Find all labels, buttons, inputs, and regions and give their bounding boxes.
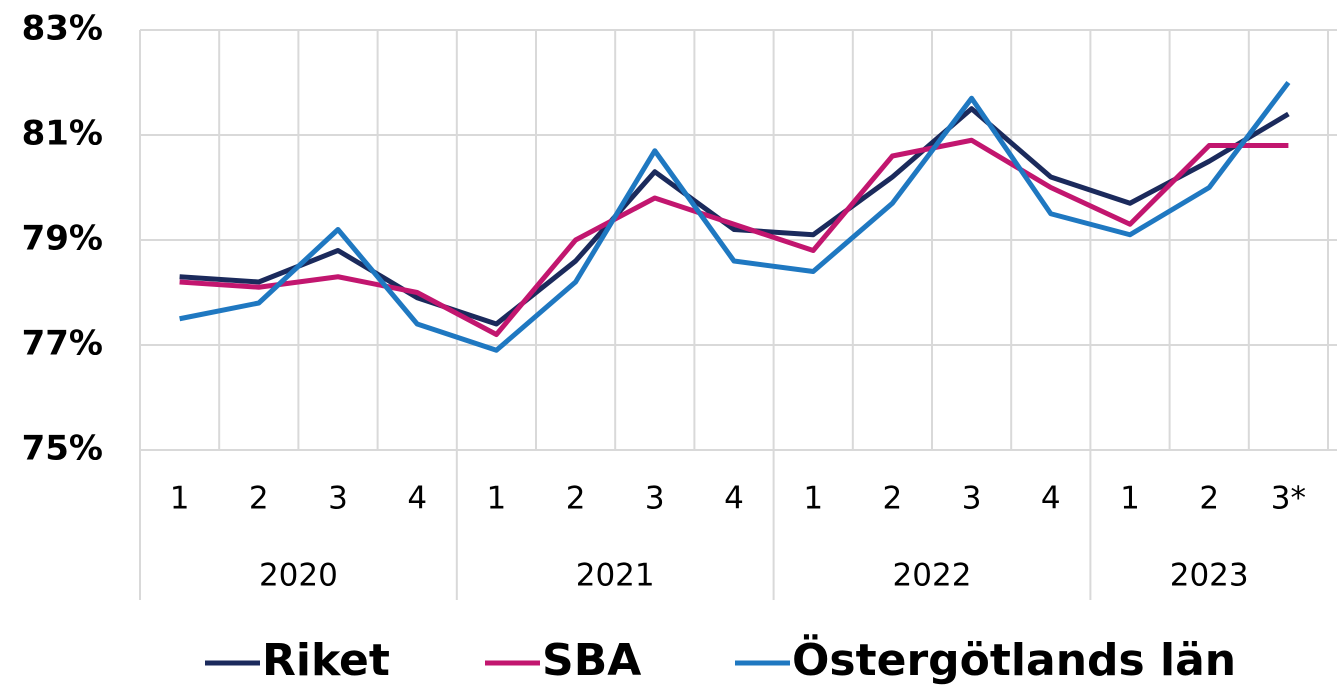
legend-label: Östergötlands län [792,633,1236,686]
series-line [179,137,1289,337]
x-tick-label: 1 [803,481,823,517]
x-tick-label: 4 [407,481,427,517]
x-tick-label: 2 [249,481,269,517]
x-group-label: 2022 [893,558,972,594]
x-tick-label: 4 [1041,481,1061,517]
x-tick-label: 2 [1199,481,1219,517]
y-tick-label: 81% [22,114,103,154]
series-line [179,80,1291,353]
y-tick-label: 79% [22,219,103,259]
x-tick-label: 1 [487,481,507,517]
x-tick-label: 3 [962,481,982,517]
series-line [179,106,1290,327]
x-group-label: 2023 [1170,558,1249,594]
x-tick-label: 2 [883,481,903,517]
x-tick-label: 4 [724,481,744,517]
x-group-label: 2020 [259,558,338,594]
legend-label: SBA [542,635,641,686]
legend-label: Riket [262,635,390,686]
x-group-label: 2021 [576,558,655,594]
x-tick-label: 2 [566,481,586,517]
x-tick-label: 3 [328,481,348,517]
x-tick-label: 1 [1120,481,1140,517]
y-tick-label: 83% [22,9,103,49]
x-tick-label: 3* [1271,481,1306,517]
x-tick-label: 3 [645,481,665,517]
y-tick-label: 75% [22,429,103,469]
y-tick-label: 77% [22,324,103,364]
x-tick-label: 1 [170,481,190,517]
